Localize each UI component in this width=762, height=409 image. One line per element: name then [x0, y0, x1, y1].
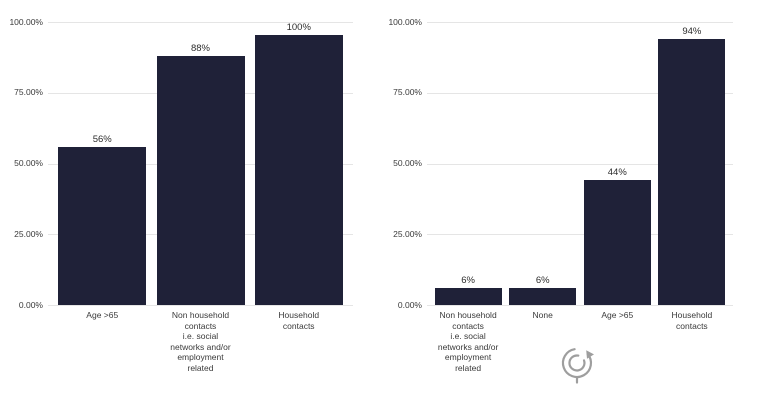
- plot-area: 6% 6% 44% 94%: [427, 22, 733, 306]
- bar: [583, 180, 651, 305]
- bar-value-label: 100%: [286, 22, 311, 33]
- bar-cell: 6%: [434, 22, 502, 305]
- plot-area: 56% 88% 100%: [48, 22, 353, 306]
- bar-cell: 56%: [58, 22, 147, 305]
- gridline: [48, 305, 353, 306]
- bar-value-label: 44%: [607, 167, 627, 179]
- y-axis-tick-label: 75.00%: [393, 87, 422, 98]
- x-axis-category-label: Age >65: [86, 310, 119, 320]
- spiral-arrow-logo-svg: [561, 348, 594, 384]
- bar: [156, 55, 245, 305]
- bar: [58, 146, 147, 305]
- bar-cell: 100%: [254, 22, 343, 305]
- y-axis-tick-label: 50.00%: [393, 158, 422, 168]
- gridline: [48, 22, 353, 23]
- x-axis-category-label: Non household contacts i.e. social netwo…: [170, 310, 231, 373]
- x-axis-labels: Age >65 Non household contacts i.e. socia…: [48, 310, 353, 373]
- y-axis-tick-label: 25.00%: [393, 228, 422, 239]
- bar-value-label: 6%: [535, 275, 550, 287]
- bar: [254, 35, 343, 305]
- bar: [509, 288, 577, 305]
- y-axis-tick-label: 75.00%: [14, 87, 43, 98]
- bar-chart-right: 6% 6% 44% 94% Non household contacts i.e. s…: [380, 0, 762, 409]
- bar-value-label: 88%: [190, 42, 210, 54]
- x-axis-category-label: None: [532, 310, 553, 320]
- x-axis-category-label: Household contacts: [278, 310, 320, 331]
- gridline: [427, 305, 733, 306]
- bar-cell: 94%: [658, 22, 726, 305]
- bar-value-label: 94%: [682, 25, 702, 37]
- y-axis-tick-label: 0.00%: [18, 299, 43, 310]
- bar-value-label: 6%: [461, 275, 475, 287]
- spiral-arrow-logo-icon: [556, 342, 600, 388]
- bar: [434, 288, 502, 305]
- x-axis-category-label: Household contacts: [671, 310, 713, 331]
- y-axis-tick-label: 0.00%: [397, 299, 422, 310]
- gridline: [427, 234, 733, 236]
- gridline: [427, 163, 733, 165]
- y-axis-tick-label: 50.00%: [14, 158, 43, 168]
- y-axis-tick-label: 100.00%: [9, 16, 43, 27]
- bar-cell: 6%: [509, 22, 577, 305]
- gridline: [427, 92, 733, 94]
- bar: [658, 38, 726, 305]
- bar-cell: 44%: [583, 22, 651, 305]
- x-axis-category-label: Non household contacts i.e. social netwo…: [437, 310, 499, 373]
- y-axis-tick-label: 100.00%: [388, 16, 422, 27]
- bar-value-label: 56%: [92, 133, 112, 145]
- gridline: [427, 22, 733, 23]
- x-axis-labels: Non household contacts i.e. social netwo…: [427, 310, 733, 373]
- bar-cell: 88%: [156, 22, 245, 305]
- y-axis-tick-label: 25.00%: [14, 228, 43, 239]
- bar-chart-left: 56% 88% 100% Age >65 Non household contacts…: [0, 0, 380, 409]
- x-axis-category-label: Age >65: [601, 310, 634, 320]
